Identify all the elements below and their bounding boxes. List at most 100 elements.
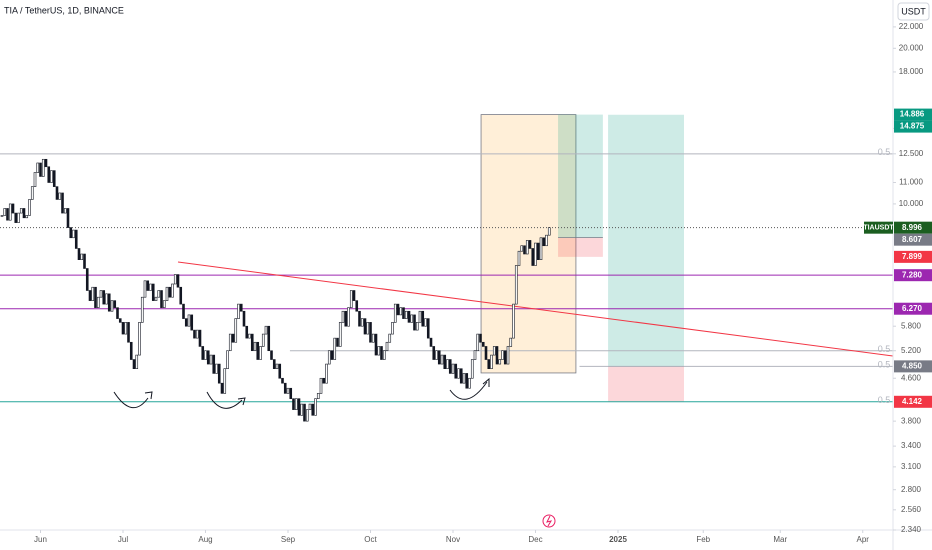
candle (140, 296, 144, 323)
candle (8, 203, 12, 221)
candle (135, 354, 139, 369)
curve-arrow (113, 391, 149, 408)
candle (281, 377, 284, 384)
candle (495, 346, 499, 365)
candle (58, 192, 62, 200)
candle (146, 280, 150, 291)
candle (443, 354, 447, 369)
candle (143, 280, 147, 298)
candle (259, 346, 262, 360)
candle (173, 274, 177, 285)
stop-zone (608, 366, 684, 402)
candle (17, 212, 20, 223)
candle (509, 337, 513, 347)
y-tick-label: 18.000 (899, 67, 924, 76)
candle (531, 248, 535, 266)
candle (110, 300, 114, 312)
candle (96, 296, 100, 308)
candle (278, 363, 282, 379)
candle (396, 303, 400, 316)
candle (116, 307, 119, 319)
chart-title: TIA / TetherUS, 1D, BINANCE (4, 5, 124, 15)
logo[interactable] (542, 514, 556, 528)
y-tick-label: 2.560 (901, 505, 922, 514)
candle (25, 215, 29, 219)
candle (22, 208, 26, 219)
price-badge (894, 108, 932, 121)
candle (534, 242, 537, 266)
candle (492, 346, 496, 356)
candle (314, 398, 317, 416)
candle (319, 377, 323, 394)
level-label: 0.5 (878, 395, 891, 405)
candle (94, 286, 97, 308)
drawings: 0.5 0.5 0.5 0.5 (0, 114, 894, 405)
price-badge-label: 7.899 (902, 252, 923, 261)
candle (311, 403, 315, 416)
candle (179, 286, 183, 305)
logo-bolt[interactable] (546, 515, 553, 527)
price-badge-label: 4.850 (902, 361, 923, 370)
candle (14, 212, 18, 223)
candle (465, 373, 469, 389)
y-tick-label: 11.000 (899, 178, 923, 187)
x-tick-label: Sep (281, 535, 296, 544)
candle (294, 398, 298, 410)
currency-button[interactable] (897, 2, 930, 21)
candle (374, 333, 378, 356)
price-badge (894, 250, 932, 263)
y-tick-label: 10.000 (899, 199, 924, 208)
candle (330, 350, 334, 360)
candle (402, 307, 405, 319)
arrow-head (482, 377, 490, 387)
x-tick-label: Apr (857, 535, 870, 544)
candle (459, 368, 463, 384)
candle (118, 318, 122, 323)
arrows (113, 377, 490, 409)
candle (404, 310, 408, 319)
price-badge-label: 4.142 (902, 397, 923, 406)
candle (305, 409, 309, 422)
candle (245, 325, 249, 339)
candle (47, 166, 51, 183)
candle (74, 229, 78, 249)
candle (39, 162, 42, 177)
candle (52, 170, 56, 187)
currency[interactable]: USDT (901, 6, 926, 16)
candle (193, 329, 196, 339)
candle (270, 350, 273, 360)
x-tick-label: 2025 (609, 535, 627, 544)
candle (201, 346, 205, 360)
candle (437, 350, 441, 365)
curve-arrow (449, 381, 488, 400)
candle (289, 387, 293, 399)
x-tick-label: Nov (446, 535, 460, 544)
symbol-badge-label: TIAUSDT (863, 225, 894, 232)
x-tick-label: Jun (34, 535, 47, 544)
candle (341, 310, 345, 323)
candle (256, 341, 260, 360)
candle (55, 186, 59, 200)
candle (322, 377, 326, 384)
candle (129, 341, 133, 360)
y-tick-label: 2.800 (901, 485, 922, 494)
candle (481, 341, 485, 347)
candle (462, 373, 466, 384)
logo-circle[interactable] (542, 514, 556, 528)
candle (338, 322, 342, 347)
candle (344, 310, 348, 327)
candle (501, 350, 504, 360)
candle (242, 310, 246, 327)
price-badge (894, 395, 932, 408)
y-tick-label: 4.600 (901, 373, 922, 382)
price-badge (894, 120, 932, 133)
candle (187, 314, 191, 327)
candle (440, 354, 444, 365)
candle (473, 350, 477, 360)
candle (424, 318, 427, 327)
candle (358, 310, 361, 327)
candle (429, 337, 433, 347)
candle (206, 350, 210, 365)
y-tick-label: 3.400 (901, 441, 922, 450)
